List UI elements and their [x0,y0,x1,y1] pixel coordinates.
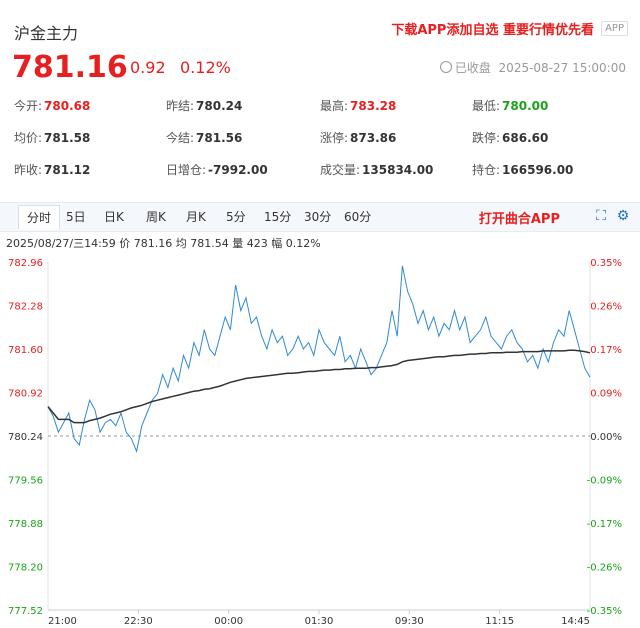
stat-item: 最高: 783.28 [320,97,396,114]
tab-7[interactable]: 30分 [304,210,332,224]
x-tick-label: 09:30 [395,616,424,627]
stat-value: 783.28 [350,99,397,113]
stat-item: 今开: 780.68 [14,97,90,114]
x-tick-label: 14:45 [561,616,590,627]
stat-value: 166596.00 [502,163,574,177]
stat-label: 持仓: [472,163,501,177]
last-price: 781.16 [12,50,128,85]
app-tag: APP [601,21,628,36]
stat-label: 今开: [14,99,43,113]
tab-5[interactable]: 5分 [226,210,246,224]
stat-label: 跌停: [472,131,501,145]
stat-item: 均价: 781.58 [14,129,90,146]
crosshair-info: 2025/08/27/三14:59 价 781.16 均 781.54 量 42… [6,237,321,250]
market-status: 已收盘 2025-08-27 15:00:00 [439,59,626,76]
tab-8[interactable]: 60分 [344,210,372,224]
y-tick-label: 782.96 [8,258,43,269]
stat-item: 昨结: 780.24 [166,97,242,114]
stat-label: 最低: [472,99,501,113]
x-tick-label: 01:30 [305,616,334,627]
pct-tick-label: 0.00% [590,432,622,443]
clock-icon [439,61,452,73]
stat-value: 135834.00 [362,163,434,177]
stat-value: 780.00 [502,99,549,113]
stat-item: 最低: 780.00 [472,97,548,114]
y-tick-label: 779.56 [8,476,43,487]
stat-value: 780.24 [196,99,243,113]
settings-icon[interactable]: ⚙ [616,208,630,224]
stat-item: 涨停: 873.86 [320,129,396,146]
stat-value: 781.56 [196,131,243,145]
stat-label: 成交量: [320,163,361,177]
download-app-promo[interactable]: 下载APP添加自选 重要行情优先看 [391,23,594,38]
stat-label: 今结: [166,131,195,145]
tab-4[interactable]: 月K [186,210,206,224]
stat-item: 跌停: 686.60 [472,129,548,146]
pct-tick-label: -0.09% [587,476,622,487]
x-tick-label: 11:15 [485,616,514,627]
tab-6[interactable]: 15分 [264,210,292,224]
y-tick-label: 777.52 [8,606,43,617]
y-tick-label: 778.20 [8,563,43,574]
tab-1[interactable]: 5日 [66,210,86,224]
pct-tick-label: 0.35% [590,258,622,269]
price-line [47,265,591,454]
stat-value: -7992.00 [208,163,268,177]
stat-item: 日增仓: -7992.00 [166,161,268,178]
pct-tick-label: 0.26% [590,302,622,313]
stat-value: 781.58 [44,131,91,145]
stat-label: 昨收: [14,163,43,177]
price-change-pct: 0.12% [180,58,231,77]
stat-value: 686.60 [502,131,549,145]
x-tick-label: 22:30 [124,616,153,627]
tab-2[interactable]: 日K [104,210,124,224]
tab-0[interactable]: 分时 [18,205,61,229]
status-text: 已收盘 [454,61,491,75]
y-tick-label: 778.88 [8,519,43,530]
stat-label: 日增仓: [166,163,207,177]
chart-tabbar: 打开曲合APP ⛶ ⚙ 分时 5日 日K 周K 月K 5分 15分 30分 60分 [0,202,640,232]
tab-3[interactable]: 周K [146,210,166,224]
open-app-button[interactable]: 打开曲合APP [478,212,560,227]
pct-tick-label: -0.17% [587,519,622,530]
stat-item: 持仓: 166596.00 [472,161,573,178]
x-tick-label: 00:00 [214,616,243,627]
stat-label: 涨停: [320,131,349,145]
stat-item: 今结: 781.56 [166,129,242,146]
pct-tick-label: 0.17% [590,345,622,356]
stat-value: 781.12 [44,163,91,177]
instrument-title: 沪金主力 [14,24,79,43]
y-tick-label: 780.24 [8,432,43,443]
stat-value: 780.68 [44,99,91,113]
stat-label: 最高: [320,99,349,113]
pct-tick-label: -0.35% [587,606,622,617]
stat-item: 成交量: 135834.00 [320,161,433,178]
average-line [47,349,591,424]
y-tick-label: 782.28 [8,302,43,313]
price-change: 0.92 [130,58,166,77]
stat-label: 昨结: [166,99,195,113]
stat-item: 昨收: 781.12 [14,161,90,178]
x-tick-label: 21:00 [48,616,77,627]
y-tick-label: 780.92 [8,389,43,400]
stat-value: 873.86 [350,131,397,145]
y-tick-label: 781.60 [8,345,43,356]
pct-tick-label: -0.26% [587,563,622,574]
status-datetime: 2025-08-27 15:00:00 [498,61,626,75]
pct-tick-label: 0.09% [590,389,622,400]
stat-label: 均价: [14,131,43,145]
fullscreen-icon[interactable]: ⛶ [596,208,606,224]
